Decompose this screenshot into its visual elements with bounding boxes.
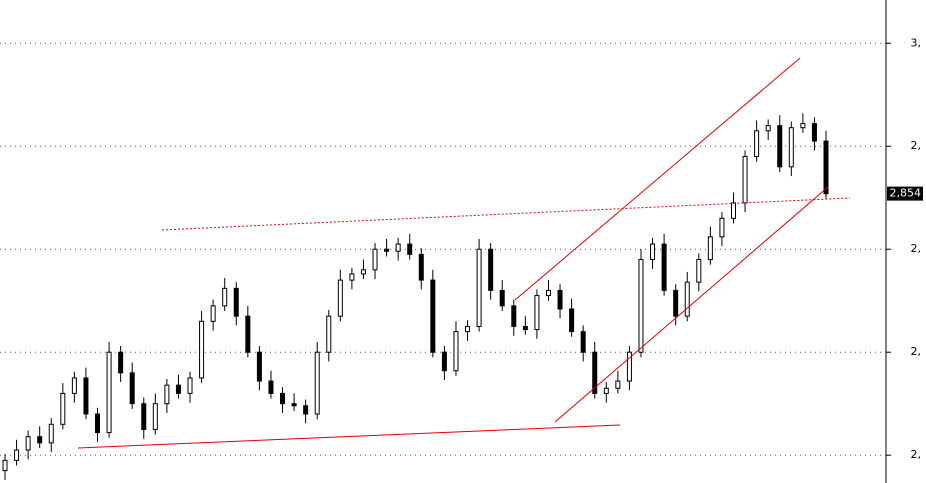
candle-body: [314, 351, 320, 415]
candle-body: [488, 248, 494, 291]
candle-body: [384, 248, 390, 252]
candle-body: [118, 351, 124, 374]
candle-body: [476, 248, 482, 327]
candle-body: [25, 436, 31, 451]
candle-body: [638, 259, 644, 353]
plot: [0, 42, 886, 480]
candle-body: [580, 331, 586, 353]
candle-body: [418, 253, 424, 281]
candle-body: [337, 279, 343, 317]
candle-body: [696, 259, 702, 283]
candle-body: [256, 351, 262, 382]
candle-body: [349, 273, 355, 281]
candle-body: [615, 380, 621, 389]
candle-body: [754, 130, 760, 158]
candle-body: [14, 449, 20, 461]
candle-body: [187, 377, 193, 394]
candle-body: [661, 243, 667, 291]
candle-body: [800, 123, 806, 129]
candle-body: [430, 279, 436, 353]
candle-body: [106, 351, 112, 434]
candle-body: [569, 308, 575, 333]
y-tick-label: 2,: [911, 242, 922, 255]
candle-body: [83, 377, 89, 415]
candle-body: [650, 243, 656, 261]
candle-body: [441, 351, 447, 372]
candle-body: [499, 289, 505, 307]
candle-body: [222, 287, 228, 307]
candle-body: [534, 295, 540, 331]
trendlines: [77, 57, 851, 449]
candle-body: [48, 423, 54, 444]
y-tick-label: 3,: [911, 36, 922, 49]
candle-body: [823, 140, 829, 195]
candle-body: [557, 289, 563, 310]
trendline: [161, 197, 851, 231]
trendline: [77, 424, 621, 449]
candle-body: [465, 325, 471, 333]
candle-body: [175, 384, 181, 394]
candle-body: [765, 125, 771, 132]
candle-body: [684, 281, 690, 317]
candle-body: [199, 320, 205, 379]
candle-body: [730, 202, 736, 219]
candle-body: [603, 387, 609, 394]
candle-body: [395, 243, 401, 252]
last-price-label: 2,854: [890, 187, 922, 200]
candle-body: [742, 156, 748, 204]
last-price-box: [887, 186, 923, 201]
candle-body: [788, 127, 794, 168]
candle-body: [210, 305, 216, 322]
candle-body: [360, 269, 366, 275]
trendline: [554, 186, 829, 423]
candle-body: [95, 413, 101, 434]
candle-body: [268, 380, 274, 394]
candle-body: [71, 377, 77, 394]
candle-body: [626, 351, 632, 382]
candle-body: [511, 305, 517, 327]
trendline: [514, 57, 801, 301]
candle-body: [545, 289, 551, 297]
candle-body: [245, 315, 251, 353]
y-tick-label: 2,: [911, 139, 922, 152]
candle-body: [164, 384, 170, 405]
candle-body: [407, 243, 413, 255]
candle-body: [673, 289, 679, 317]
candle-body: [303, 405, 309, 415]
candle-body: [152, 403, 158, 430]
candle-body: [37, 436, 43, 444]
y-tick-label: 2,: [911, 345, 922, 358]
candle-body: [2, 459, 8, 472]
candle-body: [280, 392, 286, 405]
candle-body: [141, 403, 147, 430]
candle-body: [233, 287, 239, 317]
candle-body: [129, 372, 135, 405]
candle-body: [811, 123, 817, 142]
y-tick-label: 2,: [911, 448, 922, 461]
candle-body: [326, 315, 332, 353]
candle-body: [707, 236, 713, 261]
candle-body: [719, 217, 725, 238]
candle-body: [522, 325, 528, 331]
candle-body: [372, 248, 378, 271]
candle-body: [60, 392, 66, 425]
candle-body: [453, 331, 459, 372]
candle-body: [592, 351, 598, 394]
candle-body: [777, 125, 783, 168]
candle-body: [291, 403, 297, 407]
